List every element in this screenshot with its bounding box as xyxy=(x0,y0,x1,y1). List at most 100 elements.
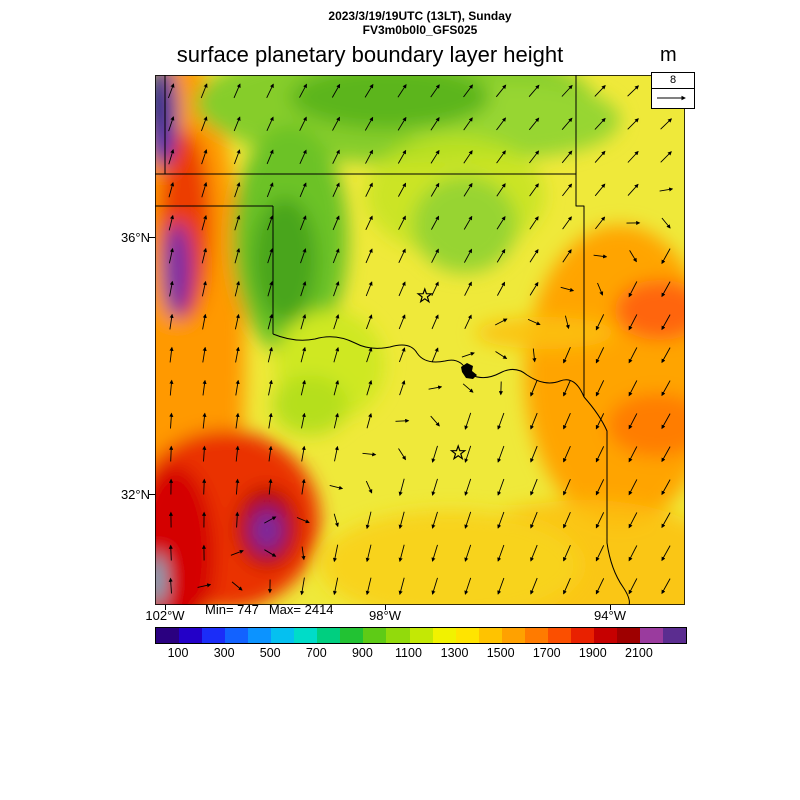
wind-arrow xyxy=(627,85,639,97)
wind-arrow xyxy=(267,313,274,330)
wind-arrow xyxy=(267,215,274,231)
wind-arrow xyxy=(595,314,605,331)
wind-arrow xyxy=(398,182,406,197)
wind-arrow xyxy=(496,216,506,230)
field-min-max: Min= 747 Max= 2414 xyxy=(205,602,344,617)
wind-arrow xyxy=(235,346,240,363)
wind-arrow xyxy=(497,544,505,562)
wind-arrow xyxy=(234,182,241,198)
station-star-markers xyxy=(416,287,467,461)
colorbar-cell xyxy=(524,628,548,643)
wind-arrow xyxy=(365,511,372,530)
wind-arrow xyxy=(560,286,575,292)
wind-arrow xyxy=(564,315,570,330)
wind-arrow xyxy=(169,379,174,396)
wind-arrow xyxy=(201,247,208,264)
wind-arrow xyxy=(497,478,505,496)
colorbar-tick-label: 1700 xyxy=(532,646,561,660)
wind-arrow xyxy=(365,182,373,197)
wind-arrow xyxy=(332,215,340,231)
wind-arrow xyxy=(431,314,439,330)
wind-arrow xyxy=(595,380,605,397)
min-value-label: Min= 747 xyxy=(205,602,259,617)
lon-label-102w: 102°W xyxy=(145,608,185,623)
wind-arrow xyxy=(430,84,440,98)
wind-arrow xyxy=(464,445,472,463)
wind-arrow xyxy=(200,83,208,99)
colorbar-cell xyxy=(225,628,249,643)
wind-arrow xyxy=(202,379,207,396)
wind-arrow xyxy=(299,149,307,164)
wind-arrow xyxy=(235,379,240,396)
wind-arrow xyxy=(268,412,273,429)
wind-arrow xyxy=(268,478,273,495)
wind-arrow xyxy=(461,352,475,358)
wind-arrow xyxy=(233,116,241,132)
wind-arrow xyxy=(497,281,505,296)
wind-arrow xyxy=(562,216,572,230)
colorbar-tick-label: 500 xyxy=(259,646,281,660)
wind-arrow xyxy=(202,412,207,429)
wind-arrow xyxy=(332,182,340,197)
wind-arrow xyxy=(397,84,407,98)
wind-arrow xyxy=(234,313,240,330)
wind-arrow xyxy=(595,347,605,364)
wind-arrow xyxy=(331,83,341,98)
wind-arrow xyxy=(496,183,506,197)
wind-arrow xyxy=(627,118,639,130)
wind-arrow xyxy=(464,577,472,595)
wind-arrow xyxy=(299,83,307,98)
wind-arrow xyxy=(528,84,540,97)
wind-arrow xyxy=(235,445,240,462)
wind-arrow xyxy=(661,578,671,595)
wind-arrow xyxy=(235,511,240,528)
colorbar-cell xyxy=(156,628,180,643)
wind-arrow xyxy=(464,511,472,529)
lat-tick-36n xyxy=(149,237,155,238)
wind-arrow xyxy=(233,83,241,99)
wind-arrow xyxy=(529,183,539,197)
wind-arrow xyxy=(629,250,637,263)
wind-arrow xyxy=(362,452,377,457)
wind-arrow xyxy=(431,248,439,263)
wind-arrow xyxy=(530,379,538,397)
wind-arrow xyxy=(563,512,571,529)
colorbar-tick-label: 1300 xyxy=(440,646,469,660)
wind-arrow xyxy=(661,281,671,298)
colorbar-cell xyxy=(616,628,640,643)
wind-arrow xyxy=(267,281,274,297)
wind-arrow xyxy=(431,347,439,363)
wind-arrow xyxy=(334,445,339,462)
wind-arrow xyxy=(300,346,307,363)
wind-arrow xyxy=(399,380,406,396)
colorbar-tick-label: 1500 xyxy=(486,646,515,660)
wind-arrow xyxy=(299,182,307,198)
wind-arrow xyxy=(530,478,538,496)
colorbar xyxy=(155,627,687,644)
wind-arrow xyxy=(230,549,244,556)
wind-arrow xyxy=(563,413,571,430)
wind-arrow xyxy=(366,347,373,363)
wind-arrow xyxy=(398,248,406,263)
wind-arrow xyxy=(398,314,406,330)
wind-arrow xyxy=(628,281,638,298)
wind-arrow xyxy=(562,249,572,263)
wind-arrow xyxy=(530,412,538,430)
wind-arrow xyxy=(528,117,540,131)
wind-arrow xyxy=(463,215,473,230)
wind-arrow xyxy=(661,479,671,496)
wind-arrow xyxy=(530,544,538,562)
header-datetime: 2023/3/19/19UTC (13LT), Sunday xyxy=(328,9,512,23)
wind-arrow xyxy=(202,313,207,330)
colorbar-cell xyxy=(386,628,410,643)
wind-arrow xyxy=(398,577,405,595)
wind-arrow xyxy=(430,149,440,164)
wind-arrow xyxy=(234,215,241,231)
wind-arrow xyxy=(464,248,472,263)
colorbar-cell xyxy=(271,628,295,643)
wind-arrow xyxy=(333,379,340,396)
colorbar-cell xyxy=(202,628,226,643)
star-marker-2 xyxy=(449,444,467,461)
star-marker-1 xyxy=(416,287,434,304)
